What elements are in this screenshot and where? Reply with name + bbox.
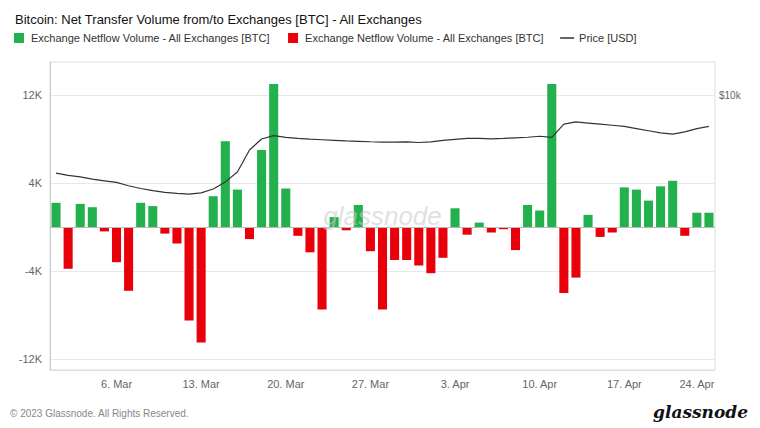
svg-text:© 2023 Glassnode. All Rights R: © 2023 Glassnode. All Rights Reserved. xyxy=(10,408,189,419)
svg-text:-4K: -4K xyxy=(25,265,43,277)
svg-text:Price [USD]: Price [USD] xyxy=(579,32,636,44)
svg-text:10. Apr: 10. Apr xyxy=(522,378,557,390)
svg-text:Exchange Netflow Volume - All: Exchange Netflow Volume - All Exchanges … xyxy=(31,32,269,44)
svg-text:24. Apr: 24. Apr xyxy=(679,378,714,390)
svg-text:6. Mar: 6. Mar xyxy=(101,378,133,390)
svg-text:13. Mar: 13. Mar xyxy=(182,378,220,390)
svg-text:Bitcoin: Net Transfer Volume f: Bitcoin: Net Transfer Volume from/to Exc… xyxy=(15,12,422,27)
svg-text:20. Mar: 20. Mar xyxy=(267,378,305,390)
svg-text:27. Mar: 27. Mar xyxy=(352,378,390,390)
svg-text:12K: 12K xyxy=(22,89,42,101)
svg-text:glassnode: glassnode xyxy=(653,402,748,422)
svg-text:glassnode: glassnode xyxy=(323,201,442,231)
svg-text:Exchange Netflow Volume - All: Exchange Netflow Volume - All Exchanges … xyxy=(305,32,543,44)
svg-text:3. Apr: 3. Apr xyxy=(441,378,470,390)
svg-text:-12K: -12K xyxy=(19,353,43,365)
svg-text:17. Apr: 17. Apr xyxy=(607,378,642,390)
svg-text:$10k: $10k xyxy=(719,90,742,101)
svg-text:4K: 4K xyxy=(29,177,43,189)
